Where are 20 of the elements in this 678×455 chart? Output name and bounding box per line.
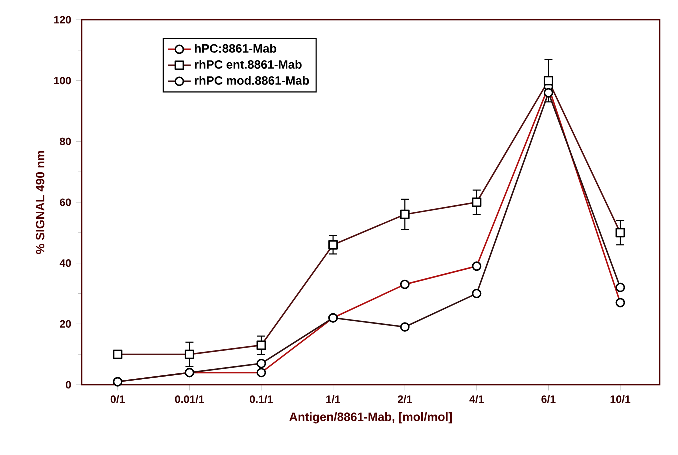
- legend-label: hPC:8861-Mab: [195, 44, 277, 53]
- x-tick-label: 0.01/1: [175, 395, 204, 404]
- x-tick-label: 4/1: [470, 395, 484, 404]
- x-tick-label: 1/1: [326, 395, 340, 404]
- legend-label: rhPC mod.8861-Mab: [195, 76, 310, 85]
- y-tick-label: 60: [60, 198, 72, 206]
- legend-label: rhPC ent.8861-Mab: [195, 60, 302, 69]
- y-tick-label: 120: [54, 16, 72, 24]
- y-axis-title: % SIGNAL 490 nm: [36, 151, 45, 254]
- x-tick-label: 6/1: [542, 395, 556, 404]
- y-tick-label: 40: [60, 260, 72, 268]
- x-tick-label: 10/1: [610, 395, 631, 404]
- y-tick-label: 20: [60, 320, 72, 328]
- x-tick-label: 0/1: [110, 395, 126, 404]
- y-tick-label: 100: [54, 77, 72, 85]
- y-tick-label: 80: [60, 138, 72, 146]
- x-tick-label: 0.1/1: [250, 395, 274, 404]
- y-tick-label: 0: [66, 381, 72, 389]
- x-tick-label: 2/1: [398, 395, 412, 404]
- x-axis-title: Antigen/8861-Mab, [mol/mol]: [290, 412, 452, 424]
